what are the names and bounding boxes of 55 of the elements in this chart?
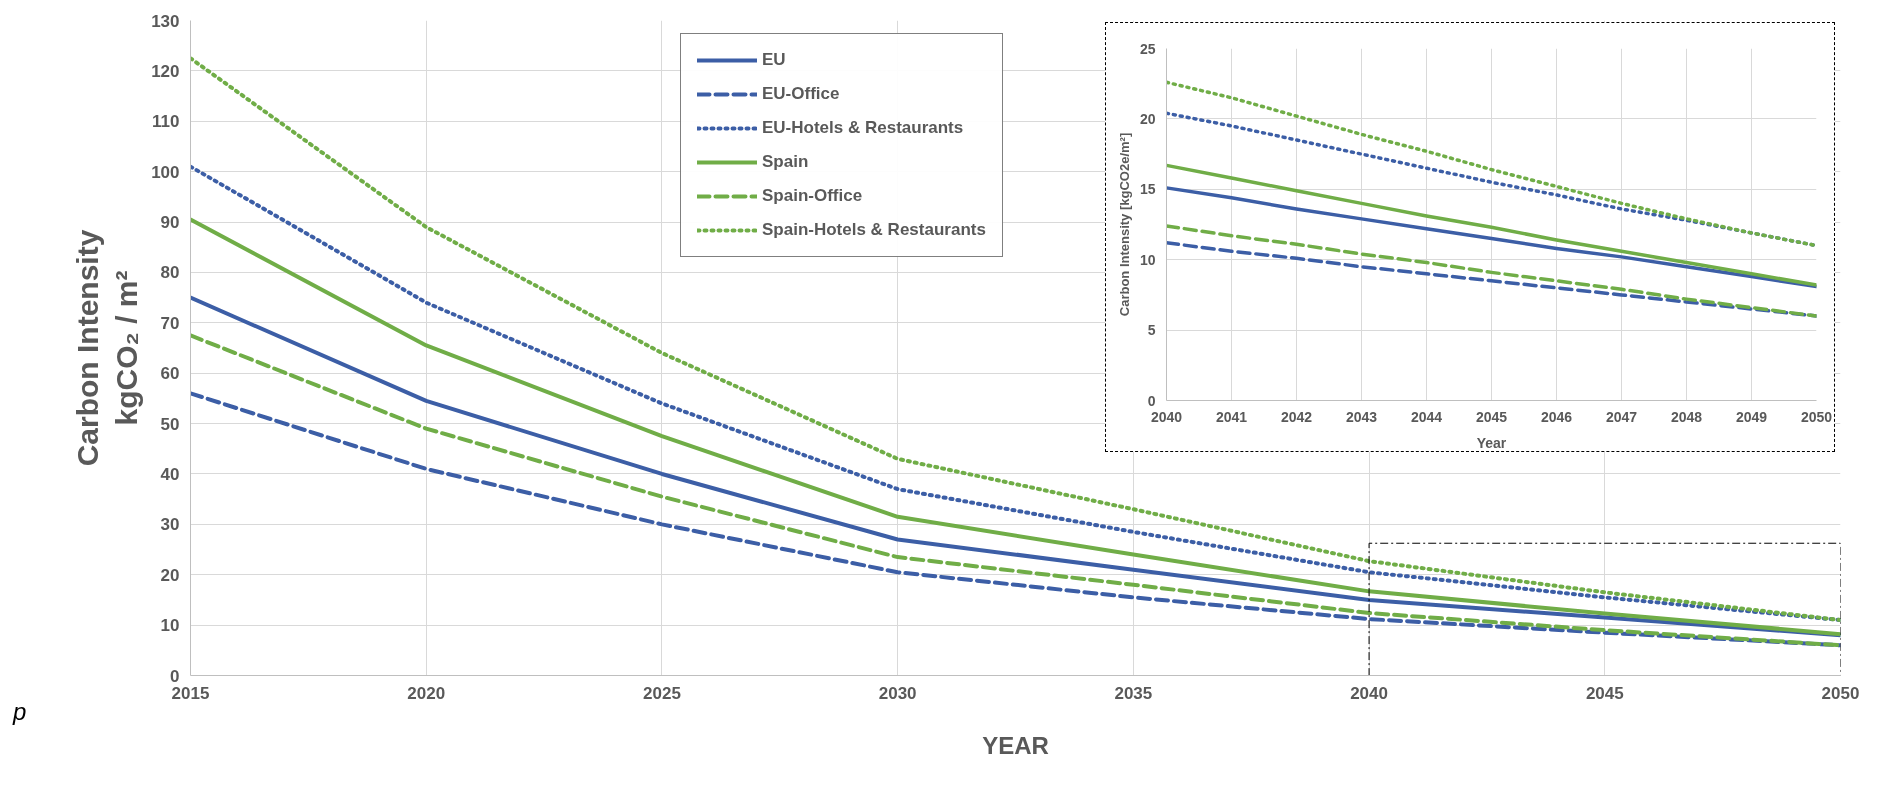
x-tick-label: 2025	[643, 683, 681, 703]
x-tick-label: 2041	[1215, 408, 1248, 425]
x-tick-label: 2015	[171, 683, 210, 703]
legend-label: EU-Office	[762, 84, 840, 104]
x-tick-label: 2047	[1605, 408, 1638, 425]
y-tick-label: 0	[1147, 392, 1156, 409]
legend-label: EU	[762, 50, 786, 70]
y-tick-label: 20	[160, 565, 180, 585]
line-series	[1166, 186, 1817, 289]
x-tick-label: 2040	[1350, 683, 1388, 703]
x-tick-label: 2046	[1540, 408, 1573, 425]
x-tick-label: 2043	[1345, 408, 1378, 425]
y-tick-label: 10	[160, 616, 180, 636]
x-tick-label: 2035	[1114, 683, 1153, 703]
x-tick-label: 2049	[1735, 408, 1768, 425]
x-tick-label: 2050	[1800, 408, 1833, 425]
y-tick-label: 15	[1139, 181, 1156, 198]
y-tick-label: 20	[1139, 110, 1156, 127]
x-tick-label: 2050	[1821, 683, 1860, 703]
y-tick-label: 100	[151, 162, 180, 182]
y-tick-label: 60	[160, 364, 180, 384]
x-tick-label: 2040	[1150, 408, 1183, 425]
y-tick-label: 80	[160, 263, 180, 283]
x-tick-label: 2020	[407, 683, 446, 703]
y-tick-label: 90	[160, 213, 180, 233]
legend-label: Spain	[762, 152, 809, 172]
text: p	[13, 697, 27, 727]
x-axis-title: Year	[1476, 434, 1507, 451]
line-series	[190, 391, 1841, 648]
y-tick-label: 25	[1139, 40, 1156, 57]
x-tick-label: 2030	[878, 683, 917, 703]
y-tick-label: 120	[151, 61, 180, 81]
y-tick-label: 10	[1139, 251, 1156, 268]
line-series	[1166, 224, 1817, 318]
line-series	[1166, 80, 1817, 248]
y-tick-label: 0	[170, 666, 180, 686]
x-tick-label: 2045	[1475, 408, 1508, 425]
x-tick-label: 2045	[1585, 683, 1624, 703]
x-tick-label: 2044	[1410, 408, 1443, 425]
x-tick-label: 2042	[1280, 408, 1313, 425]
y-tick-label: 50	[160, 414, 180, 434]
y-tick-label: 40	[160, 464, 180, 484]
y-tick-label: 5	[1147, 322, 1156, 339]
y-tick-label: 130	[151, 11, 180, 31]
y-axis-title: Carbon Intensity kgCO₂ / m²	[70, 229, 144, 467]
legend-label: Spain-Office	[762, 186, 863, 206]
legend-label: EU-Hotels & Restaurants	[762, 118, 964, 138]
y-axis-title: Carbon Intensity [kgCO2e/m²]	[1116, 132, 1132, 317]
x-tick-label: 2048	[1670, 408, 1703, 425]
x-axis-title: YEAR	[982, 731, 1049, 759]
legend-label: Spain-Hotels & Restaurants	[762, 220, 986, 240]
line-series	[1166, 163, 1817, 287]
y-tick-label: 70	[160, 313, 180, 333]
y-tick-label: 110	[152, 112, 180, 132]
y-tick-label: 30	[160, 515, 180, 535]
